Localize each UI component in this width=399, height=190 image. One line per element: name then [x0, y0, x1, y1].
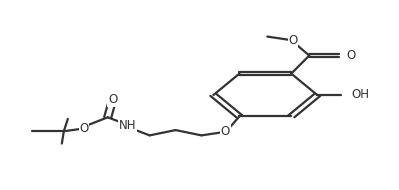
- Text: O: O: [221, 124, 230, 138]
- Text: OH: OH: [351, 89, 369, 101]
- Text: O: O: [79, 122, 89, 135]
- Text: O: O: [346, 49, 355, 62]
- Text: O: O: [288, 34, 298, 48]
- Text: O: O: [108, 93, 117, 106]
- Text: NH: NH: [119, 119, 136, 132]
